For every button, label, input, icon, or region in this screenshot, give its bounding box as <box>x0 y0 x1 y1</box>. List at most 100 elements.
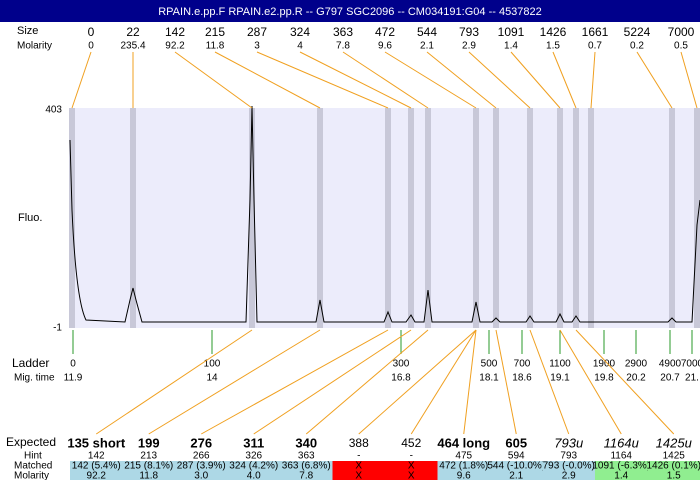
molarity: 2.1 <box>509 471 523 480</box>
ladder-size: 0 <box>70 359 76 370</box>
molarity: 92.2 <box>87 471 107 480</box>
hint: 1164 <box>610 451 632 462</box>
matched-cell <box>70 461 123 480</box>
peak-band <box>694 108 700 328</box>
hint: 475 <box>455 451 472 462</box>
hint: 1425 <box>663 451 686 462</box>
peak-molarity: 11.8 <box>206 41 225 52</box>
title: RPAIN.e.pp.F RPAIN.e2.pp.R -- G797 SGC20… <box>158 6 542 18</box>
hint: 326 <box>245 451 262 462</box>
ladder-size: 500 <box>481 359 498 370</box>
expected-size: 135 short <box>67 435 125 450</box>
molarity: X <box>408 471 415 480</box>
hint: 594 <box>508 451 525 462</box>
ladder-size: 100 <box>204 359 221 370</box>
ladder-label: Ladder <box>12 356 49 370</box>
match-link <box>559 329 622 435</box>
mig-time-label: Mig. time <box>14 373 55 384</box>
peak-size: 544 <box>417 25 437 39</box>
size-label: Size <box>17 25 38 37</box>
ladder-time: 21. <box>685 373 699 384</box>
hint: 363 <box>298 451 315 462</box>
match-link <box>495 329 517 435</box>
peak-size: 7000 <box>668 25 695 39</box>
ladder-size: 2900 <box>625 359 648 370</box>
fluo-label: Fluo. <box>18 212 42 224</box>
matched-cell <box>595 461 648 480</box>
match-link <box>148 329 321 435</box>
peak-band <box>669 108 675 328</box>
peak-band <box>527 108 533 328</box>
molarity: 1.5 <box>667 471 681 480</box>
match-link <box>410 329 477 435</box>
peak-molarity: 235.4 <box>120 41 145 52</box>
molarity-label: Molarity <box>17 41 52 52</box>
peak-link <box>71 51 92 109</box>
trace <box>69 105 700 323</box>
peak-band <box>573 108 579 328</box>
molarity: 11.8 <box>139 471 158 480</box>
ladder-time: 16.8 <box>391 373 411 384</box>
peak-molarity: 0.5 <box>674 41 688 52</box>
title-bar <box>0 0 700 22</box>
expected-size: 605 <box>505 435 527 450</box>
peak-band <box>588 108 594 328</box>
expected-size: 311 <box>243 435 264 450</box>
hint: 266 <box>193 451 210 462</box>
molarity: X <box>355 471 362 480</box>
molarity: 9.6 <box>457 471 471 480</box>
expected-size: 452 <box>401 436 421 450</box>
match-link <box>529 329 570 435</box>
expected-label: Expected <box>6 435 56 449</box>
matched-label: Matched <box>14 461 52 472</box>
expected-size: 464 long <box>437 435 490 450</box>
peak-molarity: 0.7 <box>588 41 602 52</box>
ladder-time: 11.9 <box>64 373 83 384</box>
peak-link <box>342 51 429 109</box>
molarity-bottom-label: Molarity <box>14 471 49 480</box>
peak-link <box>636 51 673 109</box>
peak-size: 287 <box>247 25 267 39</box>
peak-molarity: 0.2 <box>630 41 644 52</box>
peak-molarity: 1.5 <box>546 41 560 52</box>
hint: - <box>357 451 360 462</box>
peak-link <box>426 51 497 109</box>
peak-size: 363 <box>333 25 353 39</box>
ladder-time: 19.1 <box>550 373 570 384</box>
molarity: 3.0 <box>194 471 208 480</box>
matched: 215 (8.1%) <box>124 461 173 472</box>
peak-size: 22 <box>126 25 140 39</box>
matched-cell <box>175 461 228 480</box>
peak-link <box>384 51 477 109</box>
matched: 324 (4.2%) <box>229 461 278 472</box>
matched-cell <box>385 461 438 480</box>
match-link <box>201 329 389 435</box>
peak-band <box>130 108 136 328</box>
peak-band <box>425 108 431 328</box>
peak-size: 1661 <box>582 25 609 39</box>
ladder-time: 18.1 <box>479 373 499 384</box>
matched-cell <box>280 461 333 480</box>
peak-link <box>510 51 561 109</box>
molarity: 2.9 <box>562 471 576 480</box>
peak-size: 215 <box>205 25 225 39</box>
match-link <box>253 329 412 435</box>
matched: 793 (-0.0%) <box>543 461 595 472</box>
peak-link <box>468 51 531 109</box>
peak-molarity: 9.6 <box>378 41 392 52</box>
matched: 363 (6.8%) <box>282 461 331 472</box>
matched: 1426 (0.1%) <box>647 461 700 472</box>
matched: 287 (3.9%) <box>177 461 226 472</box>
matched-cell <box>227 461 280 480</box>
matched: 544 (-10.0%) <box>487 461 545 472</box>
ladder-time: 19.8 <box>594 373 614 384</box>
matched: 142 (5.4%) <box>72 461 121 472</box>
ladder-size: 4900 <box>659 359 682 370</box>
peak-size: 324 <box>290 25 310 39</box>
peak-band <box>249 108 255 328</box>
peak-size: 472 <box>375 25 395 39</box>
peak-molarity: 0 <box>88 41 94 52</box>
match-link <box>575 329 675 435</box>
expected-size: 1425u <box>656 435 692 450</box>
molarity: 7.8 <box>299 471 313 480</box>
